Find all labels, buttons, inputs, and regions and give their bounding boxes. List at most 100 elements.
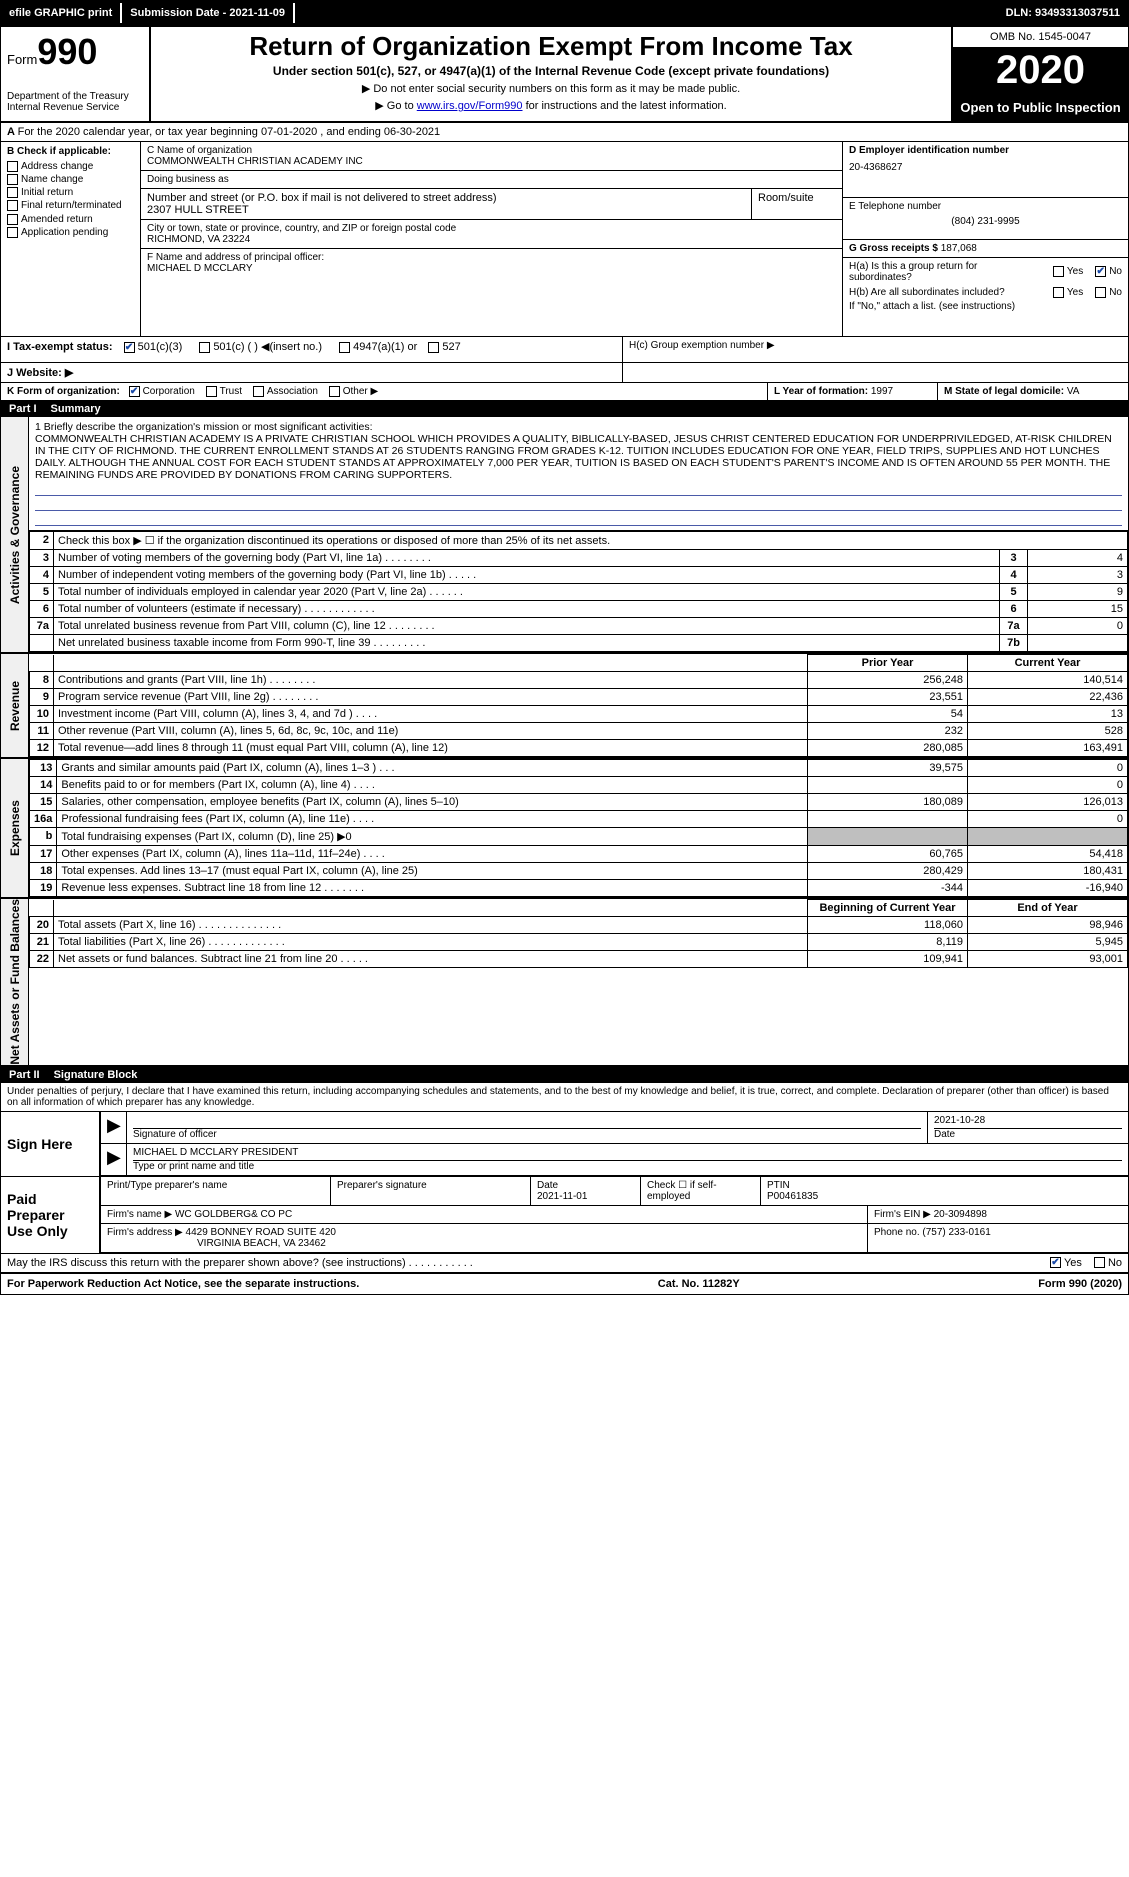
side-ag: Activities & Governance: [1, 417, 29, 652]
cb-assoc[interactable]: Association: [253, 386, 318, 397]
data-row: 21Total liabilities (Part X, line 26) . …: [30, 934, 1128, 951]
header-center: Return of Organization Exempt From Incom…: [151, 27, 953, 121]
cb-name-change[interactable]: Name change: [7, 174, 134, 185]
cb-address-change[interactable]: Address change: [7, 161, 134, 172]
l-cell: L Year of formation: 1997: [768, 383, 938, 400]
form-title: Return of Organization Exempt From Incom…: [157, 31, 945, 62]
data-row: 22Net assets or fund balances. Subtract …: [30, 951, 1128, 968]
ha-yes[interactable]: Yes: [1053, 266, 1083, 277]
ha-no[interactable]: No: [1095, 266, 1122, 277]
prep-sig-hdr: Preparer's signature: [331, 1177, 531, 1205]
hb-yes[interactable]: Yes: [1053, 287, 1083, 298]
ag-row: 4Number of independent voting members of…: [30, 567, 1128, 584]
hb-row: H(b) Are all subordinates included? Yes …: [849, 287, 1122, 298]
form-container: Form990 Department of the Treasury Inter…: [0, 26, 1129, 1295]
street-row: Number and street (or P.O. box if mail i…: [141, 189, 842, 219]
cb-amended-return[interactable]: Amended return: [7, 214, 134, 225]
footer: For Paperwork Reduction Act Notice, see …: [1, 1272, 1128, 1294]
addr2: VIRGINIA BEACH, VA 23462: [197, 1238, 326, 1249]
h-cell: H(a) Is this a group return for subordin…: [843, 258, 1128, 336]
footer-left: For Paperwork Reduction Act Notice, see …: [7, 1278, 359, 1290]
cb-application-pending[interactable]: Application pending: [7, 227, 134, 238]
cb-501c3[interactable]: 501(c)(3): [124, 341, 183, 353]
officer-cell: F Name and address of principal officer:…: [141, 249, 842, 277]
cb-trust[interactable]: Trust: [206, 386, 242, 397]
cb-4947[interactable]: 4947(a)(1) or: [339, 341, 417, 353]
irs-link[interactable]: www.irs.gov/Form990: [417, 100, 523, 112]
col-c: C Name of organization COMMONWEALTH CHRI…: [141, 142, 843, 336]
phone-cell: E Telephone number (804) 231-9995: [843, 198, 1128, 240]
section-head: Prior YearCurrent Year: [30, 655, 1128, 672]
section-head: Beginning of Current YearEnd of Year: [30, 900, 1128, 917]
ag-row: 7aTotal unrelated business revenue from …: [30, 618, 1128, 635]
cb-other[interactable]: Other ▶: [329, 386, 378, 397]
prep-selfemp: Check ☐ if self-employed: [641, 1177, 761, 1205]
ag-table: 2Check this box ▶ ☐ if the organization …: [29, 531, 1128, 652]
data-row: 15Salaries, other compensation, employee…: [30, 794, 1128, 811]
prep-label: Paid Preparer Use Only: [1, 1177, 101, 1253]
paid-preparer-block: Paid Preparer Use Only Print/Type prepar…: [1, 1177, 1128, 1254]
cb-527[interactable]: 527: [428, 341, 460, 353]
phone: (804) 231-9995: [849, 216, 1122, 227]
instructions-link: ▶ Go to www.irs.gov/Form990 for instruct…: [157, 99, 945, 112]
perjury-text: Under penalties of perjury, I declare th…: [1, 1083, 1128, 1112]
hb-note: If "No," attach a list. (see instruction…: [849, 301, 1122, 312]
discuss-no[interactable]: No: [1094, 1257, 1122, 1269]
prep-phone: (757) 233-0161: [922, 1227, 990, 1238]
cb-initial-return[interactable]: Initial return: [7, 187, 134, 198]
omb-number: OMB No. 1545-0047: [953, 27, 1128, 48]
ein-cell: D Employer identification number 20-4368…: [843, 142, 1128, 198]
side-exp: Expenses: [1, 759, 29, 897]
data-row: 20Total assets (Part X, line 16) . . . .…: [30, 917, 1128, 934]
cb-corp[interactable]: Corporation: [129, 386, 195, 397]
cb-final-return[interactable]: Final return/terminated: [7, 200, 134, 211]
b-title: B Check if applicable:: [7, 146, 134, 157]
discuss-row: May the IRS discuss this return with the…: [1, 1254, 1128, 1272]
data-row: 13Grants and similar amounts paid (Part …: [30, 760, 1128, 777]
form-subtitle: Under section 501(c), 527, or 4947(a)(1)…: [157, 64, 945, 78]
form-number: Form990: [7, 31, 143, 73]
section-bcd: B Check if applicable: Address change Na…: [1, 142, 1128, 337]
mission-label: 1 Briefly describe the organization's mi…: [35, 421, 1122, 433]
discuss-yes[interactable]: Yes: [1050, 1257, 1082, 1269]
discuss-q: May the IRS discuss this return with the…: [7, 1257, 1050, 1269]
side-na: Net Assets or Fund Balances: [1, 899, 29, 1065]
dba-cell: Doing business as: [141, 171, 842, 189]
city-label: City or town, state or province, country…: [147, 223, 836, 234]
data-row: 14Benefits paid to or for members (Part …: [30, 777, 1128, 794]
part2-bar: Part II Signature Block: [1, 1067, 1128, 1083]
prep-name-hdr: Print/Type preparer's name: [101, 1177, 331, 1205]
firm-name: WC GOLDBERG& CO PC: [175, 1209, 292, 1220]
footer-center: Cat. No. 11282Y: [658, 1278, 740, 1290]
cb-501c[interactable]: 501(c) ( ) ◀(insert no.): [199, 341, 322, 353]
ha-label: H(a) Is this a group return for subordin…: [849, 261, 1041, 283]
header-left: Form990 Department of the Treasury Inter…: [1, 27, 151, 121]
ptin: P00461835: [767, 1191, 818, 1202]
mission-text: COMMONWEALTH CHRISTIAN ACADEMY IS A PRIV…: [35, 433, 1122, 481]
data-row: 16aProfessional fundraising fees (Part I…: [30, 811, 1128, 828]
gross-val: 187,068: [941, 243, 977, 254]
footer-right: Form 990 (2020): [1038, 1278, 1122, 1290]
addr-label: Firm's address ▶: [107, 1227, 183, 1238]
ein: 20-4368627: [849, 162, 1122, 173]
sign-here-label: Sign Here: [1, 1112, 101, 1176]
sig-name-label: Type or print name and title: [133, 1161, 1122, 1172]
org-name-cell: C Name of organization COMMONWEALTH CHRI…: [141, 142, 842, 171]
ag-row: 3Number of voting members of the governi…: [30, 550, 1128, 567]
sign-here-block: Sign Here ▶ Signature of officer 2021-10…: [1, 1112, 1128, 1177]
hb-no[interactable]: No: [1095, 287, 1122, 298]
revenue-section: Revenue Prior YearCurrent Year8Contribut…: [1, 654, 1128, 759]
phone-label: E Telephone number: [849, 201, 1122, 212]
j-label: J Website: ▶: [7, 367, 73, 379]
top-bar: efile GRAPHIC print Submission Date - 20…: [0, 0, 1129, 26]
ein-label: D Employer identification number: [849, 145, 1122, 156]
data-row: 12Total revenue—add lines 8 through 11 (…: [30, 740, 1128, 757]
part2-label: Part II: [9, 1069, 40, 1081]
data-row: 9Program service revenue (Part VIII, lin…: [30, 689, 1128, 706]
part1-label: Part I: [9, 403, 37, 415]
part2-title: Signature Block: [54, 1069, 138, 1081]
row-klm: K Form of organization: Corporation Trus…: [1, 383, 1128, 401]
data-row: 19Revenue less expenses. Subtract line 1…: [30, 880, 1128, 897]
data-row: 11Other revenue (Part VIII, column (A), …: [30, 723, 1128, 740]
room-label: Room/suite: [758, 192, 836, 204]
